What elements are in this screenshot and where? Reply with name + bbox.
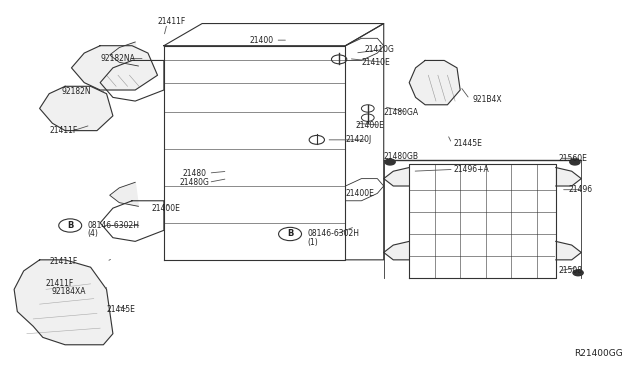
Text: 92184XA: 92184XA bbox=[51, 287, 86, 296]
Text: 92182NA: 92182NA bbox=[100, 54, 135, 63]
Text: 21411F: 21411F bbox=[49, 257, 77, 266]
Circle shape bbox=[570, 159, 580, 165]
Text: 21400E: 21400E bbox=[355, 121, 384, 129]
Polygon shape bbox=[109, 182, 138, 206]
Text: 21410G: 21410G bbox=[365, 45, 394, 54]
Text: (1): (1) bbox=[307, 238, 318, 247]
Circle shape bbox=[385, 159, 395, 165]
Polygon shape bbox=[556, 241, 581, 260]
Text: 21411F: 21411F bbox=[49, 126, 77, 135]
Text: 21496+A: 21496+A bbox=[454, 165, 490, 174]
Text: 08146-6302H: 08146-6302H bbox=[88, 221, 140, 230]
Text: 21410E: 21410E bbox=[362, 58, 390, 67]
Text: 21445E: 21445E bbox=[454, 139, 483, 148]
Text: 21560E: 21560E bbox=[559, 154, 588, 163]
Text: 21445E: 21445E bbox=[106, 305, 136, 314]
Polygon shape bbox=[384, 241, 409, 260]
Text: 21480GB: 21480GB bbox=[384, 152, 419, 161]
Text: R21400GG: R21400GG bbox=[574, 350, 623, 359]
Polygon shape bbox=[556, 167, 581, 186]
Polygon shape bbox=[409, 61, 460, 105]
Text: 21496: 21496 bbox=[568, 185, 593, 194]
Text: 21480G: 21480G bbox=[180, 178, 210, 187]
Text: 21480GA: 21480GA bbox=[384, 108, 419, 117]
Text: 21411F: 21411F bbox=[157, 17, 186, 26]
Text: B: B bbox=[287, 230, 293, 238]
Text: 92182N: 92182N bbox=[62, 87, 92, 96]
Polygon shape bbox=[109, 42, 138, 66]
Text: (4): (4) bbox=[88, 230, 99, 238]
Text: 08146-6302H: 08146-6302H bbox=[307, 230, 359, 238]
Polygon shape bbox=[72, 46, 157, 90]
Text: 921B4X: 921B4X bbox=[473, 95, 502, 104]
Text: 21400E: 21400E bbox=[346, 189, 374, 198]
Text: 21400: 21400 bbox=[250, 36, 274, 45]
Text: 21400E: 21400E bbox=[151, 203, 180, 213]
Text: B: B bbox=[67, 221, 74, 230]
Text: 21480: 21480 bbox=[183, 169, 207, 177]
Polygon shape bbox=[384, 167, 409, 186]
Polygon shape bbox=[14, 260, 113, 345]
Polygon shape bbox=[40, 86, 113, 131]
Text: 21508: 21508 bbox=[559, 266, 583, 275]
Text: 21420J: 21420J bbox=[346, 135, 372, 144]
Text: 21411F: 21411F bbox=[46, 279, 74, 288]
Circle shape bbox=[573, 270, 583, 276]
